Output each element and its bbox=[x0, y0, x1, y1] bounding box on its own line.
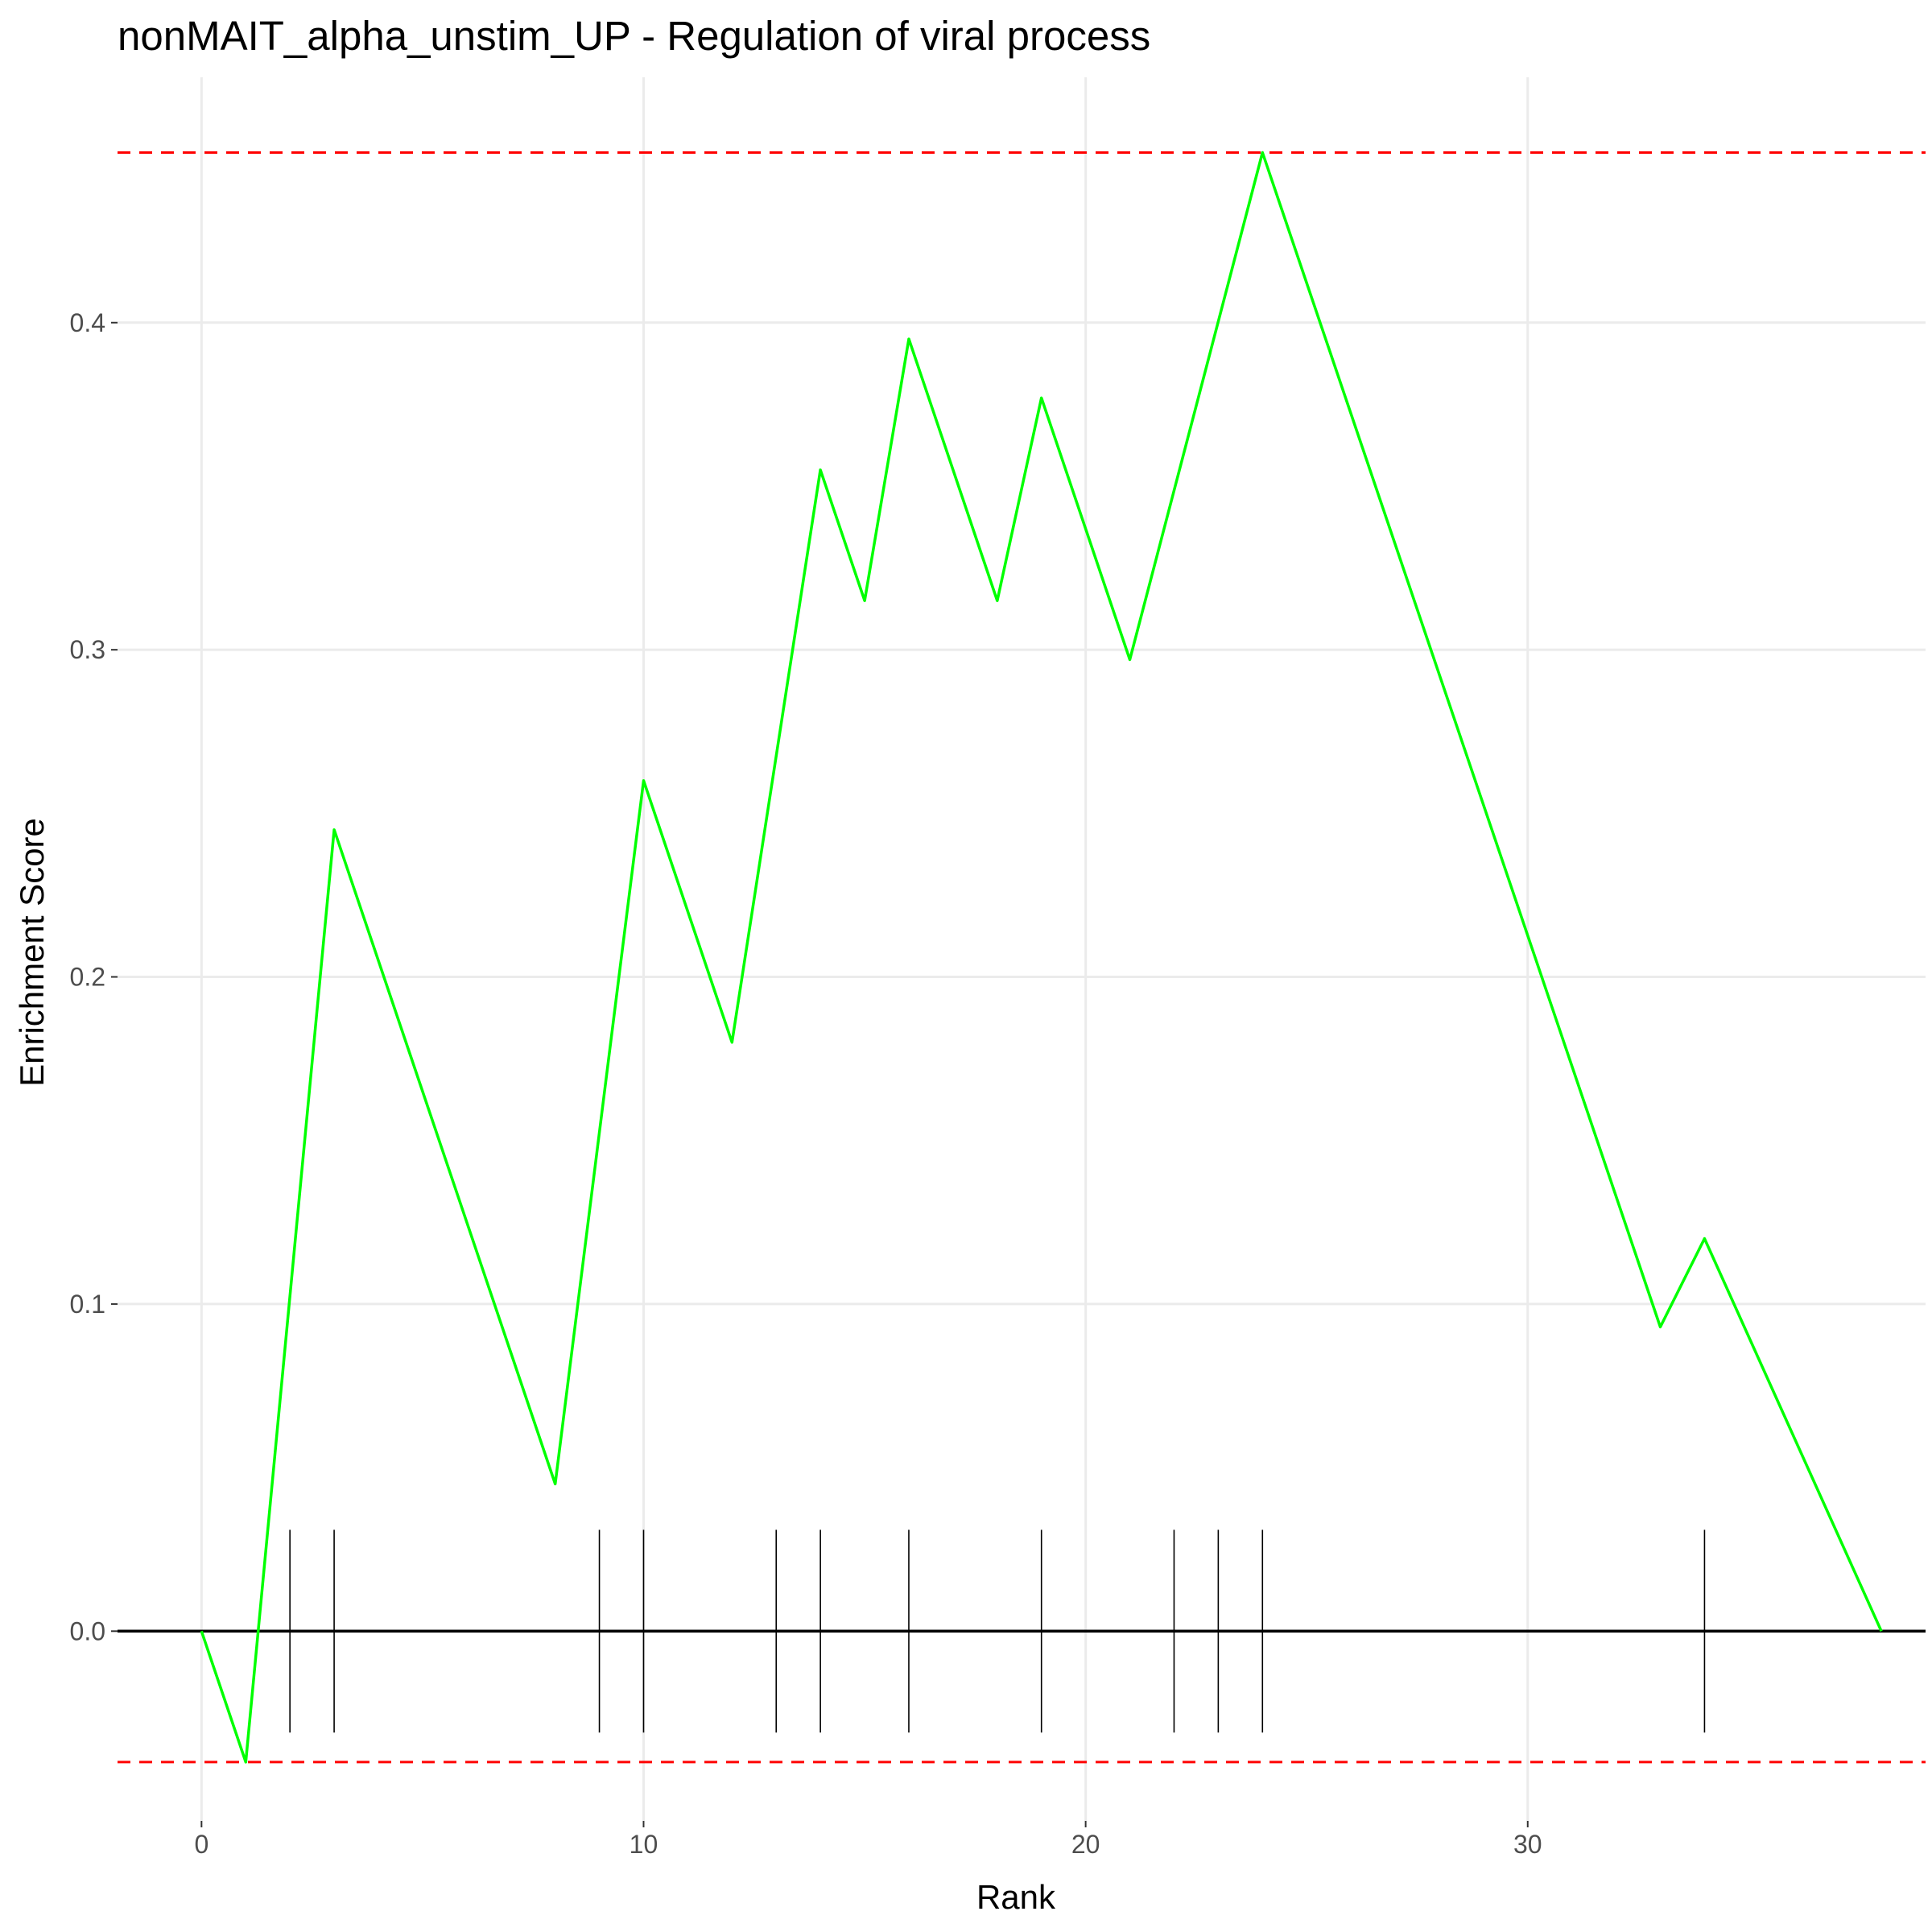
grid-lines bbox=[118, 77, 1926, 1821]
x-tick-label: 0 bbox=[194, 1830, 208, 1859]
x-tick-label: 30 bbox=[1513, 1830, 1542, 1859]
enrichment-score-line bbox=[200, 151, 1883, 1764]
x-axis-title: Rank bbox=[976, 1878, 1056, 1916]
x-tick-label: 10 bbox=[630, 1830, 658, 1859]
y-tick-label: 0.1 bbox=[70, 1290, 105, 1319]
hit-markers bbox=[289, 1530, 1706, 1733]
series-layer bbox=[200, 151, 1883, 1764]
axis-ticks: 0 10 20 30 0.0 0.1 0.2 0.3 0.4 bbox=[70, 308, 1542, 1859]
y-axis-title: Enrichment Score bbox=[13, 818, 51, 1087]
y-tick-label: 0.4 bbox=[70, 308, 105, 337]
y-tick-label: 0.3 bbox=[70, 635, 105, 664]
x-tick-label: 20 bbox=[1071, 1830, 1100, 1859]
y-tick-label: 0.2 bbox=[70, 963, 105, 992]
reference-lines bbox=[118, 151, 1926, 1764]
chart-title: nonMAIT_alpha_unstim_UP - Regulation of … bbox=[118, 13, 1150, 59]
y-tick-label: 0.0 bbox=[70, 1616, 105, 1645]
